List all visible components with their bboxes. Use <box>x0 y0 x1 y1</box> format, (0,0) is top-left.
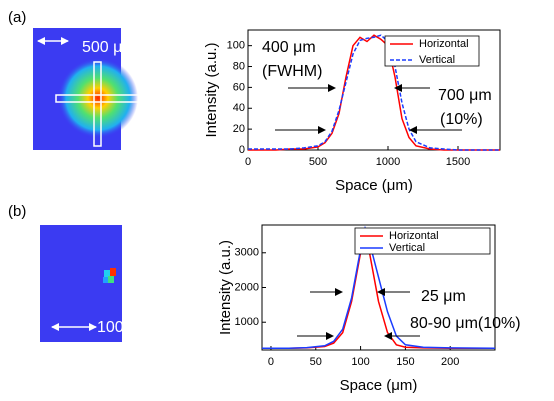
beam-spot <box>104 270 111 277</box>
x-tick-label: 500 <box>309 156 327 168</box>
annotation: 400 μm <box>262 39 316 56</box>
y-axis-title: Intensity (a.u.) <box>217 240 234 335</box>
data-line <box>248 34 500 151</box>
x-tick-label: 1500 <box>446 156 470 168</box>
x-tick-label: 100 <box>351 356 369 368</box>
y-tick-label: 3000 <box>235 247 259 259</box>
x-tick-label: 50 <box>310 356 322 368</box>
annotation: (FWHM) <box>262 63 322 80</box>
y-tick-label: 100 <box>227 40 245 52</box>
x-tick-label: 200 <box>441 356 459 368</box>
legend-box <box>384 35 480 67</box>
annotation: 80-90 μm(10%) <box>410 315 521 332</box>
panel-label: (b) <box>8 203 26 220</box>
y-tick-label: 80 <box>233 60 245 72</box>
y-tick-label: 1000 <box>235 316 259 328</box>
legend-label: Vertical <box>389 242 425 254</box>
panel-label: (a) <box>8 9 26 26</box>
crosshair <box>93 61 102 147</box>
plot-frame <box>247 29 501 151</box>
y-tick-label: 40 <box>233 102 245 114</box>
y-tick-label: 20 <box>233 123 245 135</box>
annotation: 700 μm <box>438 87 492 104</box>
legend-label: Horizontal <box>419 38 469 50</box>
legend-label: Horizontal <box>389 230 439 242</box>
beam-spot <box>103 277 108 283</box>
beam-spot <box>108 276 114 283</box>
data-line <box>248 34 500 151</box>
x-tick-label: 0 <box>268 356 274 368</box>
x-axis-title: Space (μm) <box>340 377 418 394</box>
annotation: 25 μm <box>421 288 466 305</box>
x-tick-label: 150 <box>396 356 414 368</box>
y-tick-label: 60 <box>233 81 245 93</box>
beam-spot <box>58 58 138 138</box>
x-tick-label: 0 <box>245 156 251 168</box>
beam-spot <box>110 268 116 276</box>
y-tick-label: 0 <box>239 144 245 156</box>
legend-label: Vertical <box>419 54 455 66</box>
x-axis-title: Space (μm) <box>335 177 413 194</box>
legend-box <box>354 227 491 255</box>
y-tick-label: 2000 <box>235 281 259 293</box>
y-axis-title: Intensity (a.u.) <box>203 42 220 137</box>
scale-label: 500 μm <box>82 39 136 56</box>
annotation: (10%) <box>440 111 483 128</box>
scale-label: 100 μm <box>97 319 151 336</box>
crosshair <box>55 94 141 103</box>
beam-image <box>40 225 122 342</box>
x-tick-label: 1000 <box>376 156 400 168</box>
